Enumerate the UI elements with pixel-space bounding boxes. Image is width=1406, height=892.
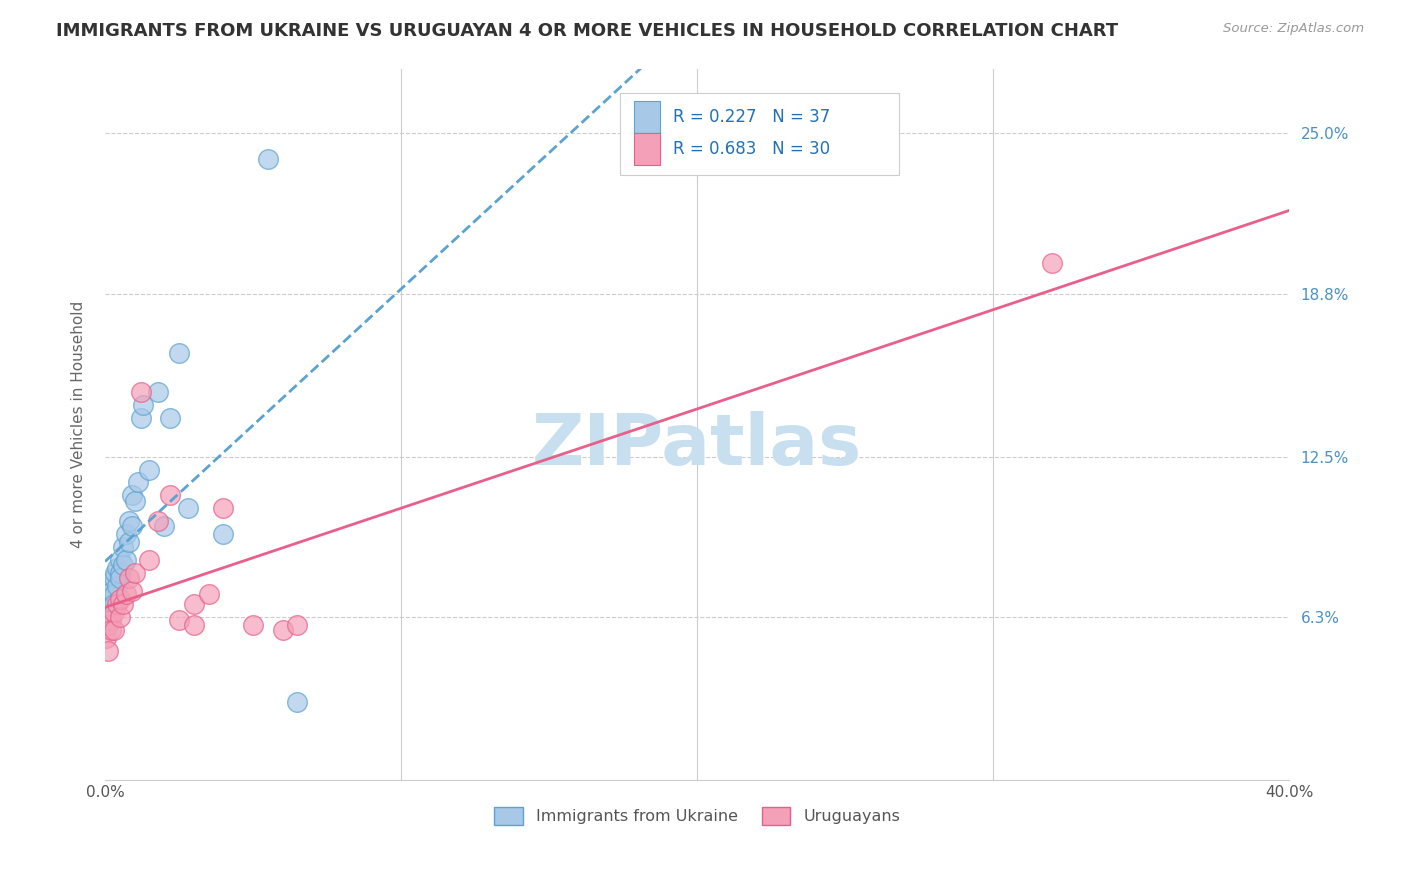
Point xyxy=(96,631,118,645)
Point xyxy=(1042,255,1064,269)
Point xyxy=(256,152,278,166)
Point xyxy=(104,566,127,580)
Point xyxy=(121,584,143,599)
Text: Source: ZipAtlas.com: Source: ZipAtlas.com xyxy=(1223,22,1364,36)
Point xyxy=(100,623,122,637)
Point xyxy=(129,410,152,425)
Point xyxy=(103,623,125,637)
Text: IMMIGRANTS FROM UKRAINE VS URUGUAYAN 4 OR MORE VEHICLES IN HOUSEHOLD CORRELATION: IMMIGRANTS FROM UKRAINE VS URUGUAYAN 4 O… xyxy=(56,22,1118,40)
Point xyxy=(97,613,120,627)
Point xyxy=(124,566,146,580)
Point xyxy=(159,488,181,502)
Point xyxy=(100,613,122,627)
Point xyxy=(98,591,121,606)
FancyBboxPatch shape xyxy=(634,133,661,164)
Point xyxy=(132,398,155,412)
Point xyxy=(167,613,190,627)
Point xyxy=(127,475,149,490)
Point xyxy=(138,462,160,476)
Point xyxy=(97,617,120,632)
Point xyxy=(108,571,131,585)
Point xyxy=(287,695,309,709)
Text: ZIPatlas: ZIPatlas xyxy=(531,411,862,480)
Point xyxy=(105,597,128,611)
Point xyxy=(118,535,141,549)
Y-axis label: 4 or more Vehicles in Household: 4 or more Vehicles in Household xyxy=(72,301,86,548)
Point xyxy=(103,587,125,601)
Point xyxy=(118,514,141,528)
Legend: Immigrants from Ukraine, Uruguayans: Immigrants from Ukraine, Uruguayans xyxy=(495,807,900,825)
Point xyxy=(159,410,181,425)
Point xyxy=(121,488,143,502)
Point xyxy=(108,553,131,567)
Point xyxy=(111,558,134,573)
Point xyxy=(148,514,170,528)
Point xyxy=(105,579,128,593)
Point xyxy=(167,346,190,360)
Point xyxy=(183,617,205,632)
Point xyxy=(148,384,170,399)
Point xyxy=(111,540,134,554)
Text: R = 0.227   N = 37: R = 0.227 N = 37 xyxy=(673,108,831,126)
Point xyxy=(103,597,125,611)
Point xyxy=(212,501,235,516)
Point xyxy=(111,597,134,611)
Point xyxy=(97,643,120,657)
Point xyxy=(138,553,160,567)
Point xyxy=(114,553,136,567)
Point xyxy=(114,587,136,601)
Point xyxy=(124,493,146,508)
Point xyxy=(153,519,176,533)
Point xyxy=(96,597,118,611)
Point xyxy=(183,597,205,611)
Point xyxy=(129,384,152,399)
Point xyxy=(100,579,122,593)
Point xyxy=(212,527,235,541)
Text: R = 0.683   N = 30: R = 0.683 N = 30 xyxy=(673,140,831,158)
Point xyxy=(118,571,141,585)
Point xyxy=(121,519,143,533)
Point xyxy=(287,617,309,632)
Point xyxy=(177,501,200,516)
Point xyxy=(97,587,120,601)
Point xyxy=(242,617,264,632)
FancyBboxPatch shape xyxy=(620,94,898,175)
Point xyxy=(197,587,219,601)
Point xyxy=(108,610,131,624)
Point xyxy=(271,623,294,637)
Point xyxy=(103,605,125,619)
Point xyxy=(103,571,125,585)
Point xyxy=(100,605,122,619)
Point xyxy=(108,591,131,606)
Point xyxy=(108,566,131,580)
FancyBboxPatch shape xyxy=(634,101,661,133)
Point xyxy=(105,561,128,575)
Point xyxy=(114,527,136,541)
Point xyxy=(101,584,124,599)
